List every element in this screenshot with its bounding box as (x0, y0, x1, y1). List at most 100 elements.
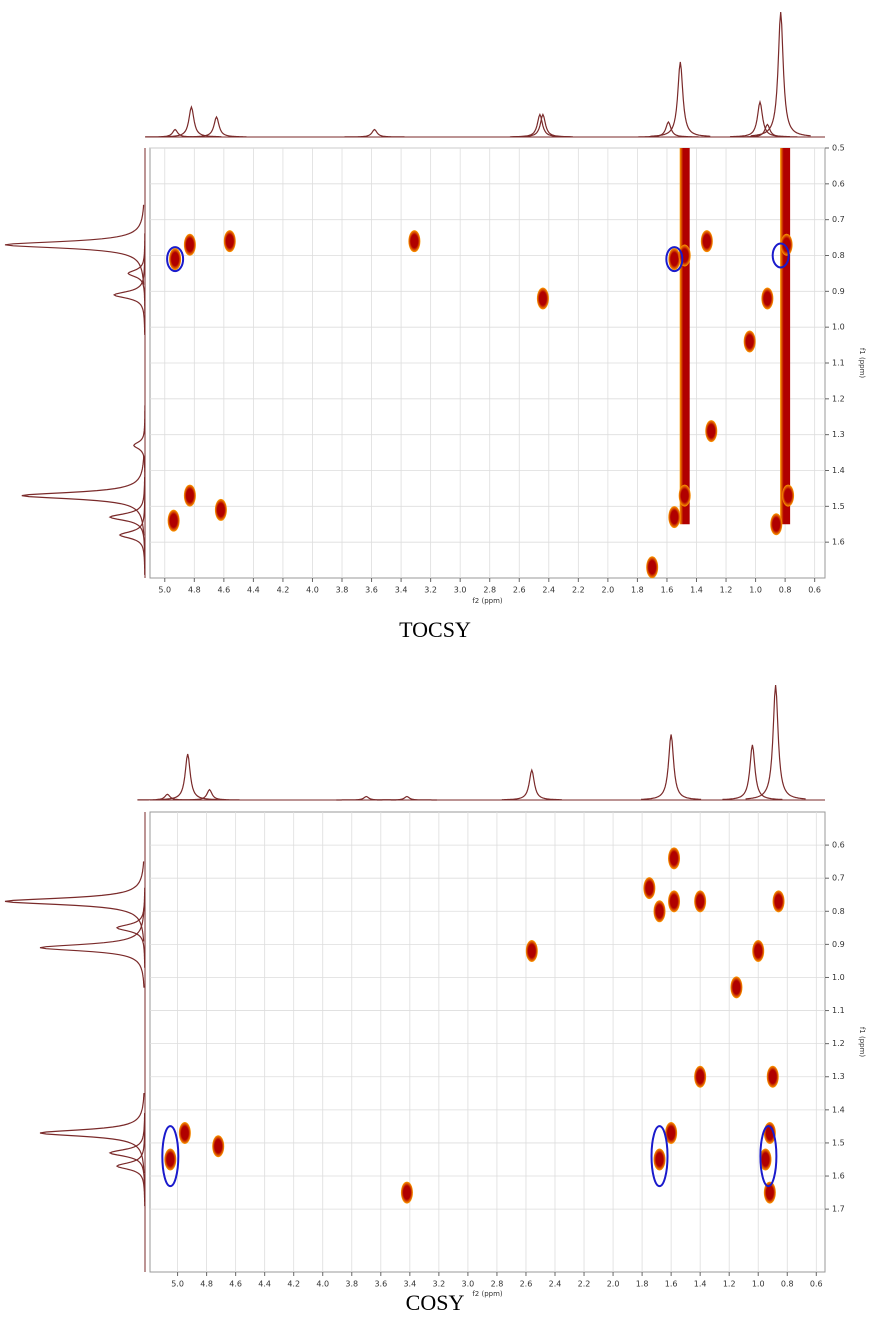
y-tick-label: 0.6 (832, 179, 845, 188)
projection-peak (118, 494, 146, 576)
highlight-ellipse (771, 242, 790, 269)
x-tick-label: 1.4 (694, 1280, 707, 1289)
x-tick-label: 3.8 (345, 1280, 358, 1289)
cross-peak (646, 556, 659, 579)
cross-peak (668, 847, 681, 870)
projection-peak (650, 61, 711, 137)
x-tick-label: 3.0 (462, 1280, 475, 1289)
projection-peak (133, 405, 146, 486)
cross-peak (169, 248, 182, 271)
projection-peak (161, 105, 222, 138)
cross-peak (167, 509, 180, 532)
y-tick-label: 0.7 (832, 215, 845, 224)
projection-peak (512, 112, 573, 138)
x-tick-label: 2.0 (602, 586, 615, 595)
cross-peak (400, 1181, 413, 1204)
projection-peak (112, 254, 146, 335)
cross-peak (743, 330, 756, 353)
x-tick-label: 1.0 (749, 586, 762, 595)
x-tick-label: 5.0 (171, 1280, 184, 1289)
cross-peak (214, 498, 227, 521)
highlight-ellipse (759, 1125, 778, 1188)
cross-peak (668, 890, 681, 913)
y-tick-label: 0.8 (832, 907, 845, 916)
x-tick-label: 4.2 (287, 1280, 300, 1289)
y-axis-label: f1 (ppm) (858, 348, 866, 379)
x-tick-label: 1.6 (665, 1280, 678, 1289)
cross-peak (700, 230, 713, 253)
x-tick-label: 1.2 (720, 586, 733, 595)
y-tick-label: 1.5 (832, 1138, 845, 1147)
plot-area (149, 811, 826, 1273)
x-tick-label: 4.4 (258, 1280, 271, 1289)
projection-peak (39, 1092, 145, 1174)
y-tick-label: 0.7 (832, 874, 845, 883)
cross-peak (653, 1148, 666, 1171)
projection-peak (179, 788, 240, 801)
x-tick-label: 1.8 (631, 586, 644, 595)
y-tick-label: 1.2 (832, 394, 845, 403)
y-tick-label: 1.0 (832, 973, 845, 982)
projection-peak (501, 768, 562, 801)
x-tick-label: 2.8 (491, 1280, 504, 1289)
ridge (679, 148, 690, 525)
x-tick-label: 1.4 (690, 586, 703, 595)
caption: TOCSY (399, 617, 471, 642)
y-tick-label: 1.1 (832, 359, 845, 368)
projection-peak (39, 907, 145, 988)
cross-peak (223, 230, 236, 253)
projection-peak (750, 11, 811, 137)
x-tick-label: 2.0 (607, 1280, 620, 1289)
cross-peak (763, 1181, 776, 1204)
x-tick-label: 3.2 (433, 1280, 446, 1289)
x-tick-label: 3.8 (336, 586, 349, 595)
y-tick-label: 1.0 (832, 323, 845, 332)
cross-peak (759, 1148, 772, 1171)
projection-peak (186, 115, 247, 138)
cross-peak (770, 513, 783, 536)
y-tick-label: 1.1 (832, 1006, 845, 1015)
cross-peak (183, 484, 196, 507)
y-tick-label: 0.5 (832, 144, 845, 153)
x-tick-label: 2.4 (542, 586, 555, 595)
cross-peak (678, 484, 691, 507)
y-tick-label: 1.6 (832, 1172, 845, 1181)
cross-peak (761, 287, 774, 310)
y-tick-label: 1.5 (832, 502, 845, 511)
cross-peak (668, 506, 681, 529)
x-tick-label: 4.6 (217, 586, 230, 595)
projection-peak (115, 1126, 146, 1207)
x-tick-label: 4.8 (200, 1280, 213, 1289)
projection-peak (127, 233, 146, 314)
x-tick-label: 2.8 (483, 586, 496, 595)
y-tick-label: 0.9 (832, 940, 845, 949)
cross-peak (782, 484, 795, 507)
cross-peak (665, 1122, 678, 1145)
x-tick-label: 1.0 (752, 1280, 765, 1289)
x-tick-label: 2.4 (549, 1280, 562, 1289)
projection-peak (745, 684, 806, 800)
cross-peak (653, 900, 666, 923)
x-tick-label: 4.4 (247, 586, 260, 595)
x-tick-label: 3.2 (424, 586, 437, 595)
y-tick-label: 1.4 (832, 1105, 845, 1114)
cross-peak (766, 1065, 779, 1088)
highlight-ellipse (166, 246, 185, 273)
projection-peak (108, 477, 146, 558)
cross-peak (694, 890, 707, 913)
projection-peak (737, 123, 798, 138)
highlight-ellipse (161, 1125, 180, 1188)
cross-peak (668, 248, 681, 271)
x-tick-label: 2.2 (578, 1280, 591, 1289)
x-tick-label: 0.6 (808, 586, 821, 595)
y-tick-label: 1.7 (832, 1205, 845, 1214)
x-tick-label: 3.6 (374, 1280, 387, 1289)
y-axis-label: f1 (ppm) (858, 1027, 866, 1058)
cross-peak (212, 1135, 225, 1158)
x-tick-label: 1.2 (723, 1280, 736, 1289)
x-tick-label: 0.8 (781, 1280, 794, 1289)
highlight-ellipse (650, 1125, 669, 1188)
cross-peak (525, 939, 538, 962)
x-tick-label: 4.8 (188, 586, 201, 595)
